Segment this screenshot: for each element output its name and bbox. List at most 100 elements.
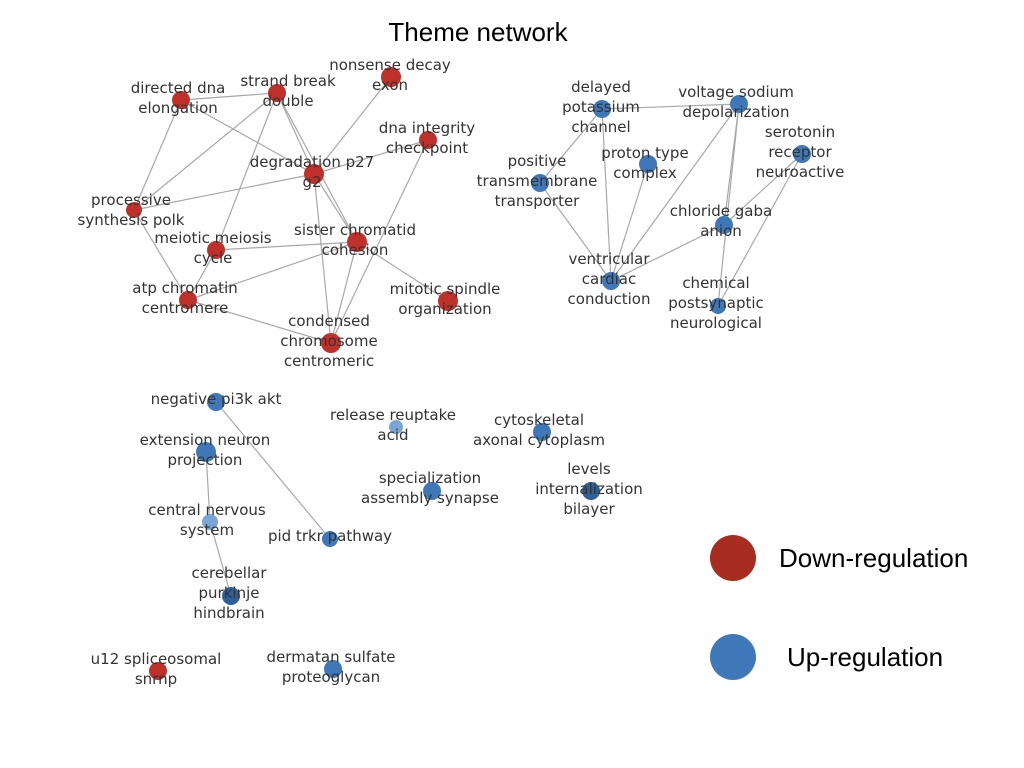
up-regulation-node-marker — [730, 95, 748, 113]
network-edge — [723, 153, 803, 226]
node-label-line: voltage sodium — [678, 83, 794, 101]
network-node: central nervous system — [148, 501, 266, 539]
node-label-line: mitotic spindle — [390, 280, 501, 298]
up-regulation-node-marker — [324, 660, 342, 678]
network-edge — [330, 139, 429, 344]
network-node: condensed chromosome centromeric — [280, 312, 377, 370]
network-edge — [215, 241, 358, 251]
network-node: u12 spliceosomal snrnp — [91, 650, 222, 688]
up-regulation-node-marker — [222, 587, 240, 605]
node-label-line: pid trkr pathway — [268, 527, 392, 545]
network-edge — [215, 401, 331, 540]
node-label-line: cohesion — [322, 241, 389, 259]
node-label-line: potassium — [562, 98, 640, 116]
node-label-line: exon — [372, 76, 408, 94]
node-label-line: channel — [571, 118, 630, 136]
network-edge — [313, 139, 429, 175]
down-regulation-node-marker — [419, 131, 437, 149]
node-label-line: cycle — [194, 249, 233, 267]
node-label-line: assembly synapse — [361, 489, 499, 507]
up-regulation-node-marker — [531, 174, 549, 192]
node-label-line: specialization — [379, 469, 481, 487]
network-node: degradation p27 g2 — [250, 153, 374, 191]
node-label-line: u12 spliceosomal — [91, 650, 222, 668]
network-node: nonsense decay exon — [329, 56, 451, 94]
up-regulation-node-marker — [602, 272, 620, 290]
node-label-line: transmembrane — [477, 172, 598, 190]
network-edge — [187, 299, 332, 344]
network-node: strand break double — [240, 72, 336, 110]
node-label-line: extension neuron — [140, 431, 271, 449]
node-label-line: directed dna — [131, 79, 226, 97]
node-label-line: centromeric — [284, 352, 374, 370]
node-label-line: anion — [700, 222, 742, 240]
network-node: proton type complex — [601, 144, 688, 182]
node-label-line: snrnp — [135, 670, 177, 688]
node-label-line: chloride gaba — [670, 202, 772, 220]
node-label-line: proteoglycan — [282, 668, 380, 686]
node-label-line: negative pi3k akt — [151, 390, 282, 408]
up-regulation-node-marker — [196, 442, 216, 462]
node-label-line: processive — [91, 191, 171, 209]
network-edge — [610, 103, 740, 282]
down-regulation-node-marker — [438, 291, 458, 311]
network-edge — [209, 521, 232, 597]
node-label-line: sister chromatid — [294, 221, 416, 239]
network-node: pid trkr pathway — [268, 527, 392, 547]
node-label-line: internalization — [535, 480, 643, 498]
network-node: cytoskeletal axonal cytoplasm — [473, 411, 605, 449]
legend: Down-regulation Up-regulation — [710, 535, 968, 680]
node-label-line: bilayer — [563, 500, 615, 518]
network-node: negative pi3k akt — [151, 390, 282, 411]
network-node: cerebellar purkinje hindbrain — [192, 564, 268, 622]
diagram-title: Theme network — [388, 17, 568, 47]
network-edge — [205, 451, 211, 523]
down-regulation-node-marker — [179, 291, 197, 309]
network-edge — [215, 92, 278, 251]
network-node: extension neuron projection — [140, 431, 271, 469]
legend-down-regulation-label: Down-regulation — [779, 543, 968, 573]
up-regulation-node-marker — [207, 393, 225, 411]
down-regulation-node-marker — [381, 67, 401, 87]
node-label-line: chromosome — [280, 332, 377, 350]
down-regulation-node-marker — [207, 241, 225, 259]
network-node: meiotic meiosis cycle — [154, 229, 271, 267]
node-label-line: dermatan sulfate — [267, 648, 396, 666]
network-node: sister chromatid cohesion — [294, 221, 416, 259]
node-label-line: synthesis polk — [78, 211, 185, 229]
network-edge — [539, 182, 612, 282]
network-node: chemical postsynaptic neurological — [668, 274, 764, 332]
node-label-line: dna integrity — [379, 119, 476, 137]
up-regulation-node-marker — [639, 155, 657, 173]
node-label-line: neurological — [670, 314, 762, 332]
network-edge — [133, 173, 315, 211]
network-node: atp chromatin centromere — [132, 279, 238, 317]
down-regulation-node-marker — [268, 84, 286, 102]
network-edge — [330, 241, 358, 344]
network-edge — [610, 224, 725, 282]
network-edge — [133, 209, 189, 301]
up-regulation-node-marker — [533, 423, 551, 441]
network-edge — [601, 103, 740, 110]
node-label-line: receptor — [768, 143, 832, 161]
node-label-line: levels — [567, 460, 611, 478]
network-edge — [276, 92, 315, 175]
network-edge — [356, 241, 449, 302]
node-label-line: nonsense decay — [329, 56, 451, 74]
network-node: delayed potassium channel — [562, 78, 640, 136]
network-edge — [610, 163, 649, 282]
node-label-line: cardiac — [582, 270, 636, 288]
network-edge — [187, 241, 358, 301]
node-label-line: atp chromatin — [132, 279, 238, 297]
down-regulation-node-marker — [321, 333, 341, 353]
up-regulation-node-marker — [710, 298, 726, 314]
node-label-line: serotonin — [765, 123, 835, 141]
up-regulation-node-marker — [202, 514, 218, 530]
node-label-line: positive — [508, 152, 567, 170]
network-edge — [180, 99, 315, 175]
network-edge — [133, 99, 182, 211]
network-node: levels internalization bilayer — [535, 460, 643, 518]
network-node: mitotic spindle organization — [390, 280, 501, 318]
network-edge — [601, 108, 612, 282]
down-regulation-node-marker — [149, 662, 167, 680]
